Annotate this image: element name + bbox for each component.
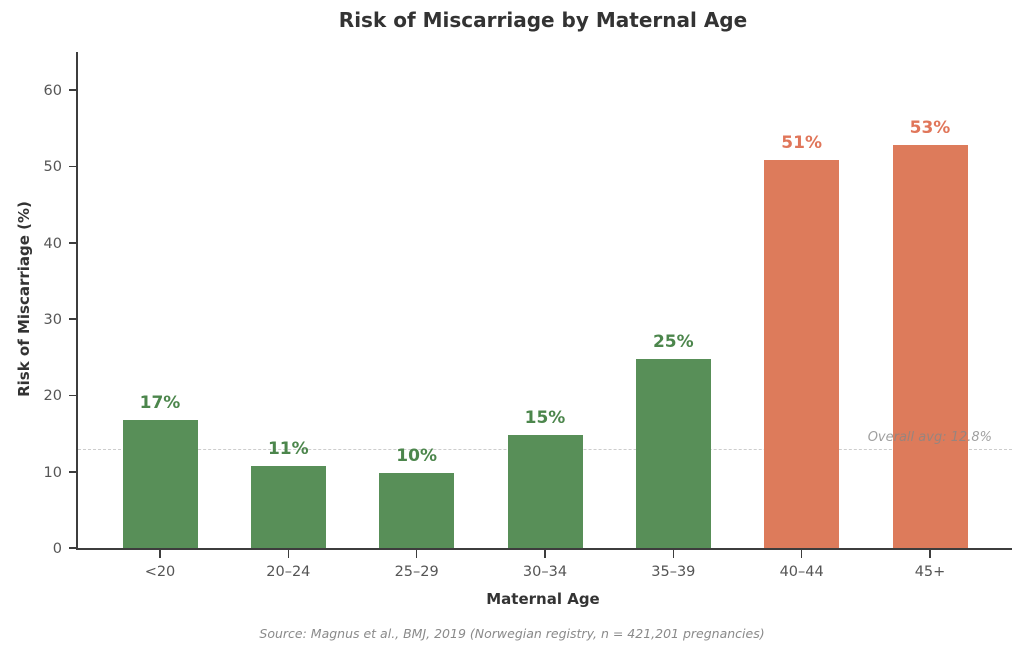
- bar-value-label: 10%: [396, 446, 437, 467]
- bar-value-label: 17%: [139, 392, 181, 413]
- bar-45+: [892, 145, 968, 548]
- y-tick-label: 40: [43, 235, 62, 252]
- x-tick-mark: [929, 550, 931, 558]
- y-tick-label: 60: [43, 83, 62, 100]
- y-tick-label: 10: [43, 464, 62, 481]
- x-tick-label: 35–39: [651, 564, 696, 580]
- chart-title: Risk of Miscarriage by Maternal Age: [338, 8, 748, 32]
- bar-value-label: 15%: [524, 408, 566, 429]
- y-tick-mark: [69, 470, 76, 473]
- x-tick-mark: [159, 550, 161, 558]
- x-tick-label: 45+: [914, 564, 946, 580]
- bar-value-label: 11%: [267, 438, 309, 459]
- bar-40-44: [764, 160, 840, 548]
- bar--20: [122, 419, 198, 548]
- x-tick-mark: [800, 550, 803, 558]
- x-tick-mark: [544, 550, 546, 558]
- bar-30-34: [507, 435, 583, 548]
- bar-35-39: [635, 358, 711, 548]
- x-tick-label: 25–29: [394, 564, 439, 580]
- bar-value-label: 51%: [781, 133, 822, 154]
- y-tick-mark: [69, 547, 76, 549]
- y-axis-title: Risk of Miscarriage (%): [15, 201, 33, 397]
- plot-area: Overall avg: 12.8% 0 10 20 30 40 50 60 17% <20 11%…: [44, 52, 1012, 580]
- x-tick-label: 20–24: [266, 564, 311, 580]
- y-tick-label: 0: [52, 541, 62, 557]
- bar-25-29: [379, 473, 455, 548]
- y-tick-mark: [69, 165, 76, 168]
- x-tick-mark: [415, 550, 418, 558]
- y-tick-label: 20: [43, 388, 62, 405]
- x-tick-label: 30–34: [522, 564, 568, 580]
- x-tick-mark: [287, 550, 290, 558]
- bar-value-label: 25%: [652, 331, 694, 352]
- x-axis-title: Maternal Age: [486, 590, 600, 608]
- x-tick-mark: [672, 550, 675, 558]
- y-tick-mark: [69, 394, 76, 397]
- source-note: Source: Magnus et al., BMJ, 2019 (Norweg…: [259, 626, 765, 641]
- bar-value-label: 53%: [909, 118, 951, 139]
- overall-average-label: Overall avg: 12.8%: [867, 430, 992, 446]
- y-tick-mark: [69, 318, 76, 320]
- x-tick-label: 40–44: [779, 564, 824, 580]
- x-tick-label: <20: [144, 564, 176, 580]
- bar-20-24: [250, 465, 326, 548]
- y-tick-label: 50: [43, 159, 62, 176]
- y-tick-label: 30: [43, 312, 62, 329]
- y-tick-mark: [69, 89, 76, 91]
- y-tick-mark: [69, 241, 76, 244]
